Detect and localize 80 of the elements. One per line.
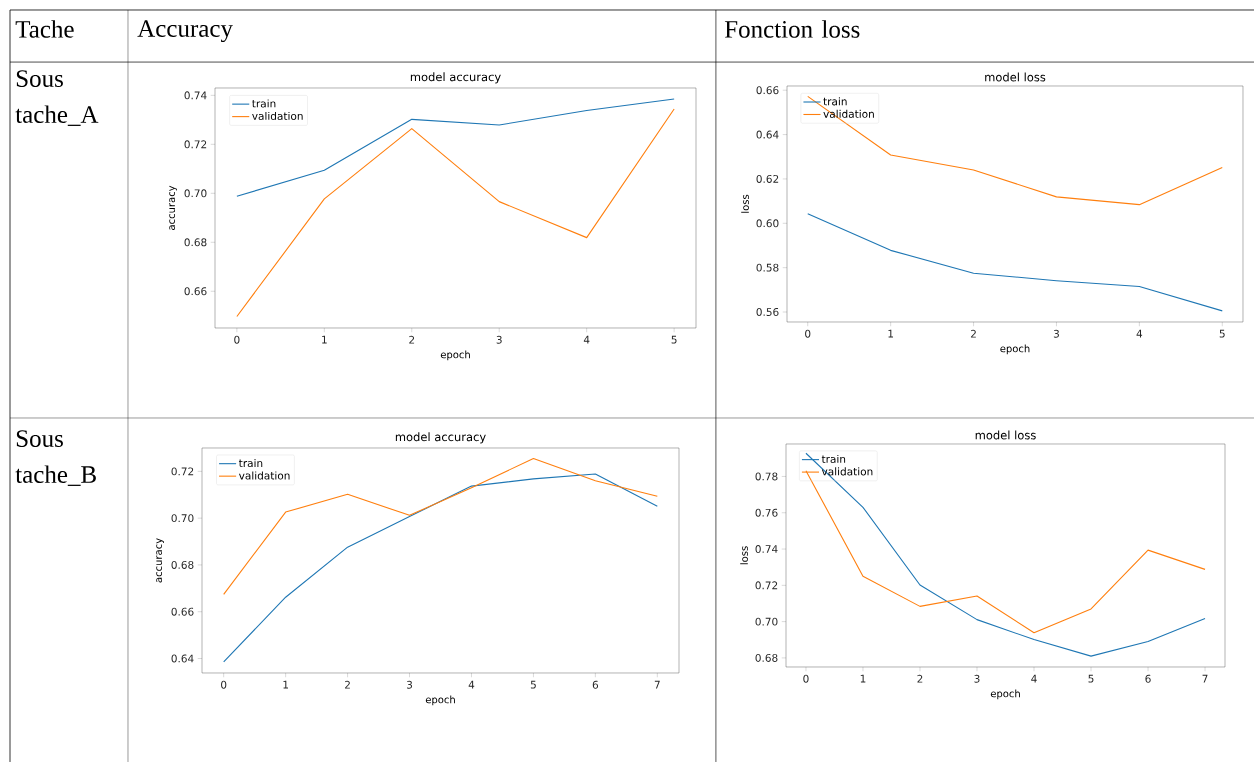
text: Sous tache_B	[15, 430, 96, 486]
text: Fonction loss	[724, 20, 860, 38]
y-axis-title: loss	[741, 194, 749, 213]
x-tick-label: 6	[592, 680, 599, 689]
legend-label: validation	[252, 111, 303, 120]
y-tick-label: 0.78	[755, 472, 778, 481]
y-tick-label: 0.68	[171, 560, 194, 569]
x-tick-label: 0	[234, 335, 240, 344]
x-tick-label: 1	[888, 329, 894, 338]
line-series	[805, 452, 1206, 657]
y-axis-title: accuracy	[169, 185, 177, 230]
chart-title: model loss	[985, 72, 1046, 82]
x-tick-label: 3	[496, 335, 502, 344]
x-tick-label: 0	[803, 674, 809, 683]
line-series	[236, 108, 675, 318]
y-tick-label: 0.66	[184, 287, 207, 296]
text: Accuracy	[137, 20, 233, 43]
y-tick-label: 0.72	[171, 467, 194, 476]
x-axis-title: epoch	[440, 350, 470, 361]
y-tick-label: 0.62	[756, 174, 779, 183]
x-tick-label: 4	[468, 680, 475, 689]
x-tick-label: 1	[283, 680, 288, 689]
y-tick-label: 0.64	[171, 654, 194, 663]
x-tick-label: 7	[1202, 674, 1208, 683]
y-tick-label: 0.70	[171, 514, 194, 523]
x-tick-label: 2	[345, 680, 350, 689]
x-tick-label: 1	[860, 674, 866, 683]
line-series	[223, 457, 658, 595]
y-tick-label: 0.74	[755, 545, 778, 554]
x-tick-label: 5	[1219, 329, 1225, 338]
x-tick-label: 0	[221, 680, 227, 689]
x-axis-title: epoch	[425, 695, 455, 706]
x-tick-label: 5	[530, 680, 536, 689]
y-tick-label: 0.58	[756, 263, 779, 272]
x-tick-label: 2	[970, 329, 976, 338]
x-tick-label: 4	[583, 335, 590, 344]
y-tick-label: 0.66	[171, 607, 194, 616]
y-tick-label: 0.70	[184, 189, 207, 198]
y-tick-label: 0.68	[184, 238, 207, 247]
x-tick-label: 3	[406, 680, 413, 689]
x-tick-label: 2	[917, 674, 923, 683]
legend-label: train	[252, 99, 276, 108]
y-tick-label: 0.72	[755, 581, 778, 590]
legend-label: train	[823, 97, 847, 106]
y-tick-label: 0.70	[755, 617, 778, 626]
x-tick-label: 5	[671, 335, 677, 344]
y-tick-label: 0.64	[756, 130, 779, 139]
x-tick-label: 7	[654, 680, 660, 689]
x-tick-label: 4	[1136, 329, 1143, 338]
legend-label: validation	[239, 471, 290, 480]
x-tick-label: 3	[974, 674, 980, 683]
y-axis-title: accuracy	[156, 538, 164, 583]
line-series	[807, 95, 1223, 206]
chart-title: model accuracy	[395, 432, 486, 444]
chart-title: model loss	[975, 430, 1036, 440]
chart-title: model accuracy	[410, 72, 501, 84]
y-tick-label: 0.68	[755, 653, 778, 662]
x-tick-label: 2	[409, 335, 415, 344]
y-tick-label: 0.66	[756, 86, 779, 95]
x-axis-title: epoch	[1000, 344, 1030, 355]
line-series	[223, 473, 658, 663]
text: Tache	[15, 20, 74, 38]
y-tick-label: 0.60	[756, 219, 779, 228]
y-tick-label: 0.76	[755, 508, 778, 517]
x-tick-label: 0	[805, 329, 811, 338]
y-tick-label: 0.72	[184, 140, 207, 149]
x-tick-label: 1	[322, 335, 327, 344]
x-tick-label: 4	[1031, 674, 1037, 683]
legend-label: train	[238, 458, 263, 468]
line-series	[807, 213, 1223, 312]
line-series	[236, 98, 675, 197]
x-tick-label: 6	[1145, 674, 1151, 683]
x-tick-label: 5	[1088, 674, 1094, 683]
text: Sous tache_A	[15, 70, 99, 126]
x-tick-label: 3	[1053, 329, 1059, 338]
legend-label: train	[821, 454, 846, 463]
x-axis-title: epoch	[990, 689, 1020, 700]
y-tick-label: 0.56	[756, 308, 779, 316]
y-axis-title: loss	[740, 546, 748, 565]
y-tick-label: 0.74	[184, 91, 207, 100]
